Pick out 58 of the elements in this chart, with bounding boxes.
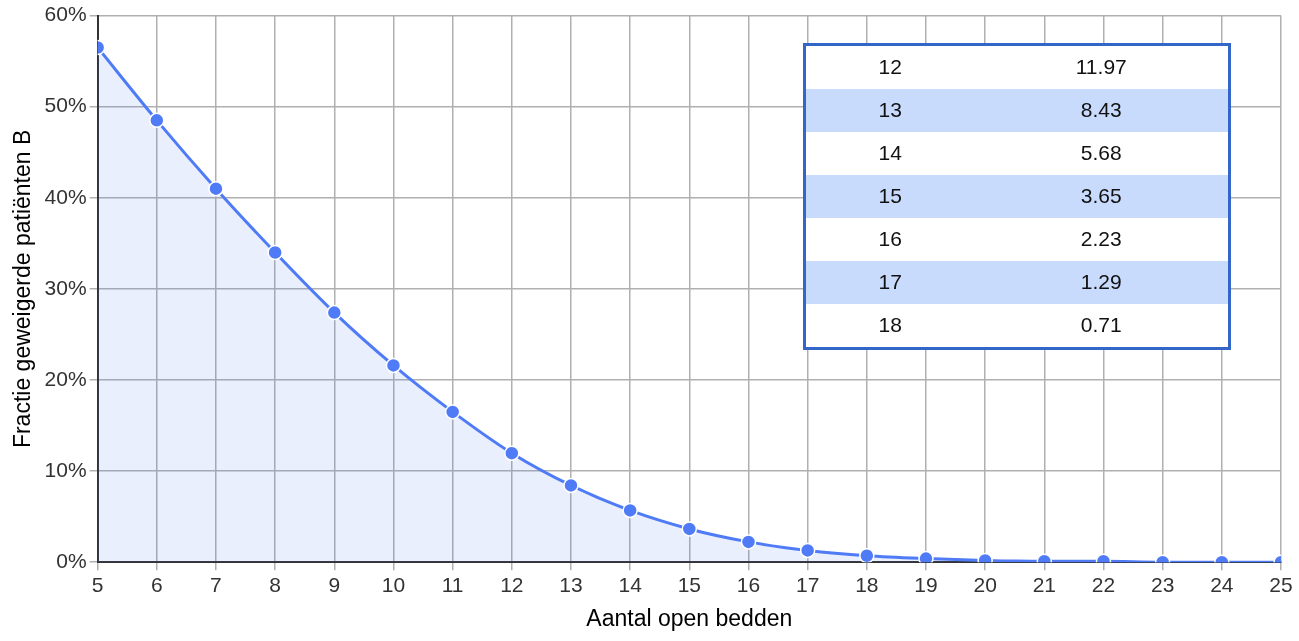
- y-tick-label: 10%: [44, 457, 87, 481]
- annotation: 14: [877, 140, 903, 167]
- annotation: 13: [804, 88, 975, 132]
- annotation: 1.29: [974, 260, 1230, 304]
- x-tick-label: 11: [441, 572, 464, 596]
- point: [740, 534, 757, 550]
- x-tick-label: 23: [1150, 572, 1175, 596]
- y-tick-label: 30%: [44, 275, 87, 299]
- y-tick-label: 0%: [56, 549, 87, 572]
- x-tick-label: 25: [1269, 572, 1293, 596]
- x-tick-label: 19: [914, 572, 938, 596]
- annotation: 2.23: [1079, 226, 1123, 253]
- point: [918, 550, 934, 563]
- x-tick-label: 8: [269, 572, 281, 596]
- y-tick-label: 40%: [44, 184, 87, 208]
- x-axis-title: Aantal open bedden: [586, 604, 793, 631]
- x-tick-label: 22: [1091, 572, 1116, 596]
- x-tick-label: 7: [210, 572, 222, 596]
- y-tick-label: 60%: [44, 2, 87, 26]
- annotation: 0.71: [1079, 312, 1123, 339]
- y-tick-label: 20%: [44, 366, 87, 390]
- x-tick-label: 12: [500, 572, 524, 596]
- point: [799, 542, 816, 559]
- point: [208, 180, 224, 197]
- annotation: 16: [877, 226, 903, 253]
- annotation: 8.43: [974, 88, 1230, 132]
- point: [385, 357, 402, 374]
- x-tick-label: 9: [328, 572, 341, 596]
- x-tick-label: 15: [677, 572, 701, 596]
- annotation: 5.68: [1079, 140, 1123, 167]
- point: [444, 404, 461, 420]
- x-tick-label: 16: [736, 572, 761, 596]
- x-tick-label: 20: [973, 572, 997, 596]
- y-axis-title: Fractie geweigerde patiënten B: [9, 129, 36, 449]
- x-tick-label: 17: [795, 572, 820, 596]
- x-tick-label: 5: [91, 572, 104, 596]
- x-tick-label: 14: [618, 572, 643, 596]
- point: [563, 477, 579, 494]
- point: [859, 547, 875, 563]
- x-tick-label: 24: [1210, 572, 1234, 596]
- point: [326, 304, 343, 321]
- annotation: 15: [804, 174, 975, 218]
- annotation: 18: [877, 312, 903, 339]
- x-tick-label: 21: [1032, 572, 1057, 596]
- point: [267, 244, 283, 261]
- annotation: 3.65: [974, 174, 1230, 218]
- point: [149, 112, 165, 129]
- x-tick-label: 13: [559, 572, 583, 596]
- annotation: 12: [877, 54, 903, 81]
- y-tick-label: 50%: [44, 93, 87, 117]
- point: [681, 521, 698, 537]
- point: [504, 445, 520, 461]
- annotation: 17: [804, 260, 975, 304]
- point: [622, 502, 638, 519]
- x-tick-label: 6: [150, 572, 163, 596]
- annotation: 11.97: [1074, 54, 1128, 81]
- x-tick-label: 18: [855, 572, 879, 596]
- x-tick-label: 10: [381, 572, 406, 596]
